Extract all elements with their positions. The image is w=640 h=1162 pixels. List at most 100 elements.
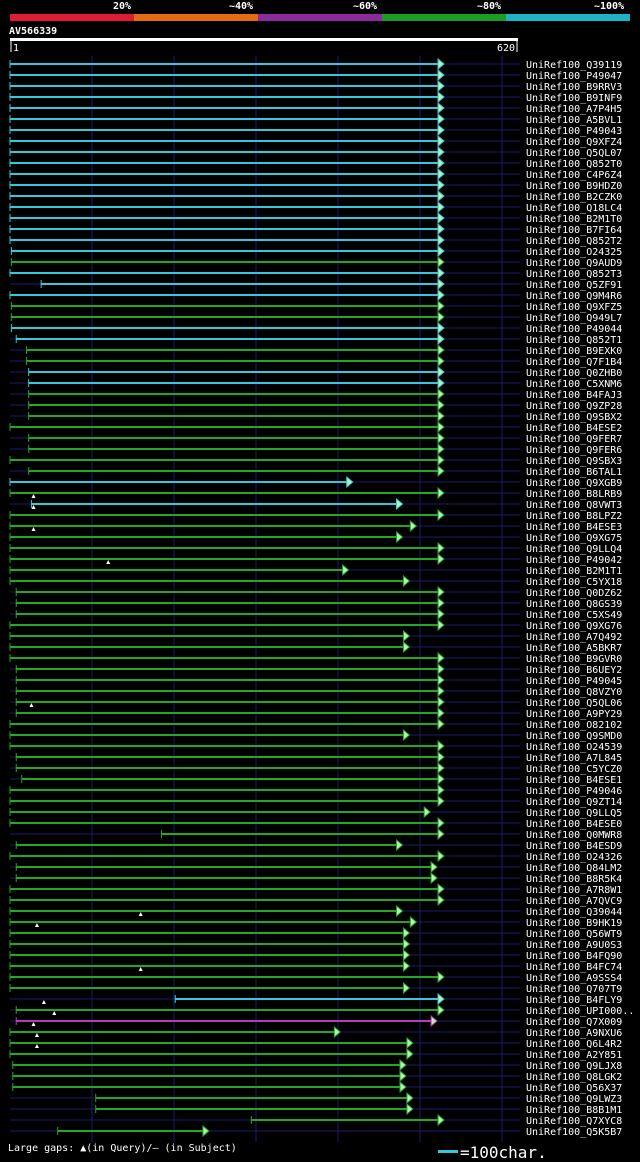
hit-label: UniRef100_Q8LGK2 <box>526 1072 622 1083</box>
hit-label: UniRef100_O24325 <box>526 247 622 258</box>
hit-label: UniRef100_A5BVL1 <box>526 115 622 126</box>
query-gap-marker <box>41 1000 46 1004</box>
hit-label: UniRef100_Q9LJX8 <box>526 1061 622 1072</box>
hit-label: UniRef100_A7P4H5 <box>526 104 622 115</box>
hit-label: UniRef100_Q852T1 <box>526 335 622 346</box>
hit-label: UniRef100_Q0MWR8 <box>526 830 622 841</box>
query-gap-marker <box>34 923 39 927</box>
hit-label: UniRef100_Q9XG76 <box>526 621 622 632</box>
hit-label: UniRef100_Q5QL06 <box>526 698 622 709</box>
hit-end-arrow <box>399 1058 407 1072</box>
hit-end-arrow <box>437 508 445 522</box>
query-gap-marker <box>34 1033 39 1037</box>
hit-label: UniRef100_P49045 <box>526 676 622 687</box>
hit-end-arrow <box>402 640 411 654</box>
scale-text: =100char. <box>460 1143 547 1162</box>
hit-label: UniRef100_Q18LC4 <box>526 203 622 214</box>
hit-label: UniRef100_C5XS49 <box>526 610 622 621</box>
hit-end-arrow <box>437 717 445 731</box>
query-gap-marker <box>31 505 36 509</box>
hit-label: UniRef100_Q707T9 <box>526 984 622 995</box>
hit-end-arrow <box>437 651 445 665</box>
hit-label: UniRef100_B2M1T0 <box>526 214 622 225</box>
hit-end-arrow <box>437 299 445 313</box>
hit-label: UniRef100_Q7X009 <box>526 1017 622 1028</box>
hit-label: UniRef100_Q9LWZ3 <box>526 1094 622 1105</box>
hit-end-arrow <box>437 882 445 896</box>
hit-label: UniRef100_A9PY29 <box>526 709 622 720</box>
query-gap-marker <box>106 560 111 564</box>
hit-end-arrow <box>437 420 445 434</box>
hit-end-arrow <box>406 1036 414 1050</box>
hit-end-arrow <box>396 497 404 511</box>
hit-end-arrow <box>437 211 445 225</box>
hit-label: UniRef100_Q9XG75 <box>526 533 622 544</box>
identity-bar-segment <box>134 14 258 21</box>
hit-label: UniRef100_A2Y851 <box>526 1050 622 1061</box>
hit-end-arrow <box>437 68 445 82</box>
hit-end-arrow <box>409 915 418 929</box>
hit-label: UniRef100_A7QVC9 <box>526 896 622 907</box>
hit-label: UniRef100_Q9AUD9 <box>526 258 622 269</box>
hit-label: UniRef100_A7Q492 <box>526 632 622 643</box>
hit-end-arrow <box>402 629 411 643</box>
hit-label: UniRef100_Q852T0 <box>526 159 622 170</box>
identity-label-40: ~40% <box>229 1 254 12</box>
hit-label: UniRef100_P49046 <box>526 786 622 797</box>
hit-end-arrow <box>437 783 445 797</box>
hit-label: UniRef100_B9INF9 <box>526 93 622 104</box>
hit-label: UniRef100_A9NXU6 <box>526 1028 622 1039</box>
hit-end-arrow <box>399 1069 407 1083</box>
hit-end-arrow <box>396 838 404 852</box>
hit-label: UniRef100_Q9LLQ5 <box>526 808 622 819</box>
hit-end-arrow <box>437 123 445 137</box>
hit-label: UniRef100_O24539 <box>526 742 622 753</box>
hit-end-arrow <box>437 673 445 687</box>
hit-end-arrow <box>437 453 445 467</box>
hit-end-arrow <box>402 959 411 973</box>
hit-label: UniRef100_Q9FER7 <box>526 434 622 445</box>
hit-end-arrow <box>430 1014 438 1028</box>
hit-end-arrow <box>437 398 445 412</box>
hit-end-arrow <box>437 750 445 764</box>
hit-end-arrow <box>437 189 445 203</box>
hit-end-arrow <box>437 255 445 269</box>
hit-end-arrow <box>406 1102 414 1116</box>
identity-label-60: ~60% <box>353 1 378 12</box>
hit-label: UniRef100_Q9XGB9 <box>526 478 622 489</box>
hit-end-arrow <box>437 585 445 599</box>
hit-label: UniRef100_Q852T3 <box>526 269 622 280</box>
hit-end-arrow <box>437 310 445 324</box>
hit-end-arrow <box>346 475 354 489</box>
ruler-end-label: 620 <box>497 43 515 54</box>
query-gap-marker <box>138 967 143 971</box>
hit-label: UniRef100_B4ESE1 <box>526 775 622 786</box>
hit-end-arrow <box>437 552 445 566</box>
hit-label: UniRef100_C4P6Z4 <box>526 170 622 181</box>
hit-label: UniRef100_C5YX18 <box>526 577 622 588</box>
hit-label: UniRef100_Q84LM2 <box>526 863 622 874</box>
hit-label: UniRef100_B9HK19 <box>526 918 622 929</box>
hit-end-arrow <box>437 332 445 346</box>
hit-label: UniRef100_Q9M4R6 <box>526 291 622 302</box>
hit-label: UniRef100_B9EXK0 <box>526 346 622 357</box>
hit-end-arrow <box>437 794 445 808</box>
hit-label: UniRef100_Q5ZF91 <box>526 280 622 291</box>
hit-end-arrow <box>437 409 445 423</box>
hit-label: UniRef100_P49044 <box>526 324 622 335</box>
scale-swatch <box>438 1150 458 1153</box>
hit-label: UniRef100_Q39044 <box>526 907 622 918</box>
hit-label: UniRef100_B9HDZ0 <box>526 181 622 192</box>
hit-label: UniRef100_C5YCZ0 <box>526 764 622 775</box>
hit-label: UniRef100_Q8VWT3 <box>526 500 622 511</box>
hit-label: UniRef100_B4FAJ3 <box>526 390 622 401</box>
hit-end-arrow <box>437 233 445 247</box>
hit-label: UniRef100_B8R5K4 <box>526 874 622 885</box>
hit-end-arrow <box>333 1025 342 1039</box>
hit-end-arrow <box>437 739 445 753</box>
hit-label: UniRef100_B4ESD9 <box>526 841 622 852</box>
hit-end-arrow <box>437 695 445 709</box>
hit-end-arrow <box>437 178 445 192</box>
hit-label: UniRef100_P49043 <box>526 126 622 137</box>
